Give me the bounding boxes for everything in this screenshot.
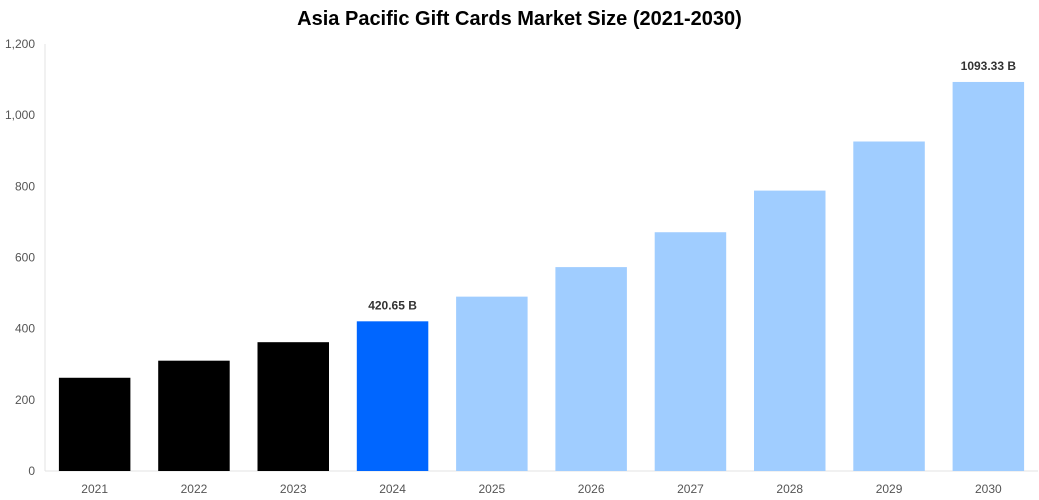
bar-2023 (257, 342, 329, 471)
y-tick-label: 400 (15, 322, 35, 336)
bar-2022 (158, 360, 230, 471)
y-tick-label: 600 (15, 251, 35, 265)
x-tick-label: 2026 (578, 482, 605, 496)
bar-2026 (555, 267, 627, 471)
bar-2029 (853, 141, 925, 471)
x-tick-label: 2021 (81, 482, 108, 496)
x-tick-label: 2030 (975, 482, 1002, 496)
data-labels: 420.65 B 1093.33 B (368, 59, 1016, 312)
x-tick-label: 2023 (280, 482, 307, 496)
x-tick-label: 2022 (181, 482, 208, 496)
x-tick-label: 2028 (776, 482, 803, 496)
x-tick-label: 2025 (478, 482, 505, 496)
x-tick-label: 2024 (379, 482, 406, 496)
bars (58, 81, 1025, 472)
bar-2021 (58, 377, 131, 471)
y-tick-label: 1,000 (5, 108, 35, 122)
bar-2025 (456, 296, 528, 471)
x-tick-label: 2027 (677, 482, 704, 496)
y-tick-label: 1,200 (5, 37, 35, 51)
bar-2027 (654, 232, 727, 471)
bar-2024 (356, 321, 429, 471)
x-tick-label: 2029 (876, 482, 903, 496)
data-label-2030: 1093.33 B (961, 59, 1017, 73)
y-tick-label: 0 (28, 464, 35, 478)
x-axis: 2021 2022 2023 2024 2025 2026 2027 2028 2029 2030 (45, 470, 1038, 496)
y-tick-label: 800 (15, 179, 35, 193)
y-tick-label: 200 (15, 393, 35, 407)
bar-2030 (952, 81, 1025, 472)
chart-title: Asia Pacific Gift Cards Market Size (202… (297, 8, 742, 30)
data-label-2024: 420.65 B (368, 298, 417, 312)
bar-2028 (754, 190, 826, 471)
y-axis: 0 200 400 600 800 1,000 1,200 (5, 37, 46, 478)
